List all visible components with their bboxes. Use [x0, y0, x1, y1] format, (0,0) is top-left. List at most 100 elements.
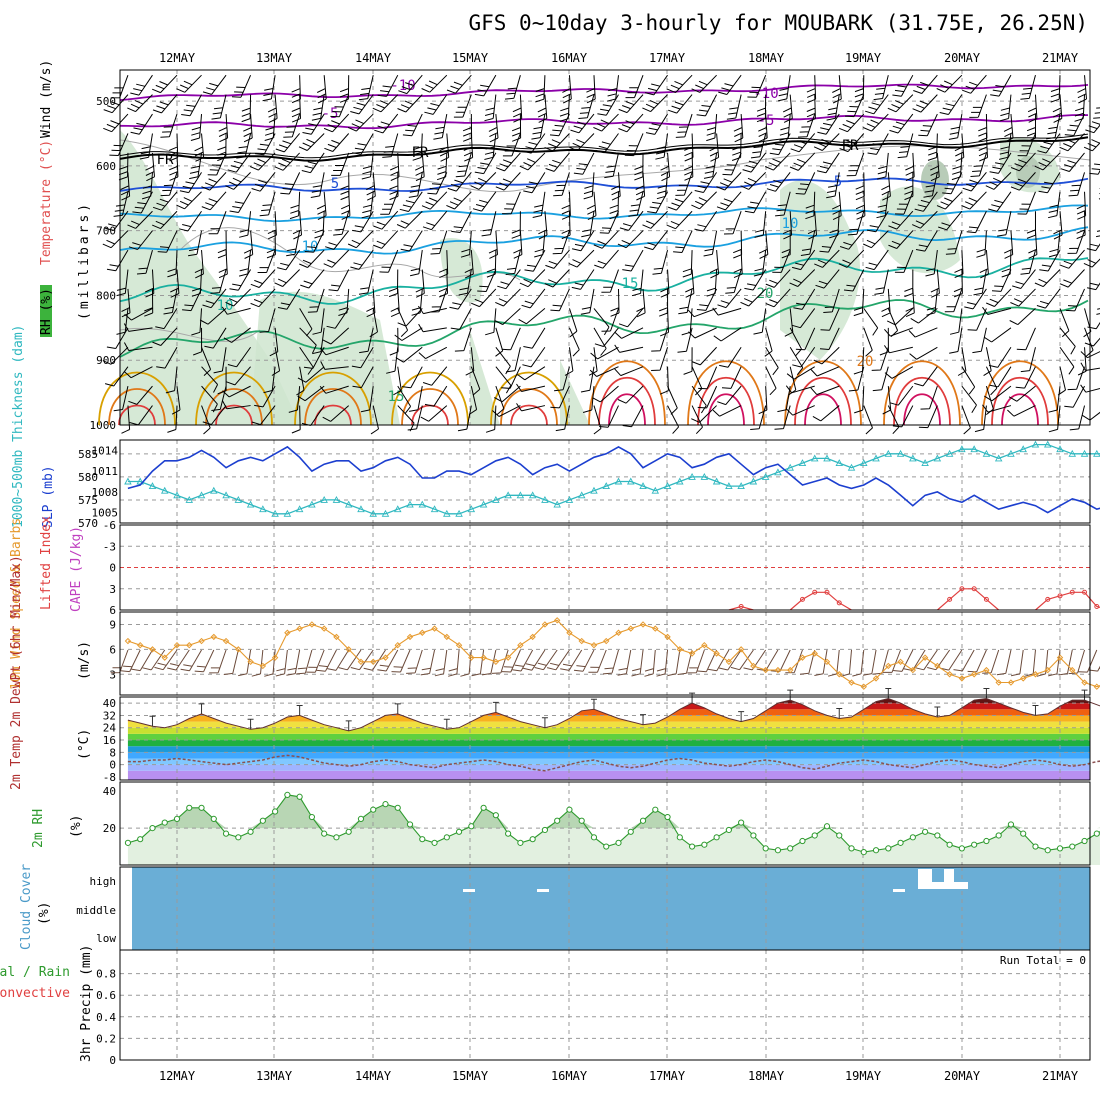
precip-tick-0.4: 0.4 — [96, 1011, 116, 1024]
wind-barb-620 — [945, 230, 963, 255]
wind-barb-367 — [599, 211, 619, 234]
rh-contour-0 — [119, 139, 1091, 193]
thickness-point-56 — [810, 454, 819, 462]
isotherm-arch-3-1 — [401, 388, 459, 426]
wind-barb-392 — [614, 344, 644, 353]
wind-barb-449 — [691, 405, 717, 423]
rh2m-point-14 — [296, 793, 303, 800]
wind-barb-642 — [967, 308, 987, 331]
wind-barb-259 — [451, 210, 472, 233]
rh2m-point-73 — [1020, 830, 1027, 837]
wind-barb-717 — [1067, 366, 1086, 391]
wind-barb-294 — [502, 191, 521, 215]
wind-barb-574 — [882, 386, 892, 415]
wind-barb-323 — [516, 403, 546, 412]
thickness-ylabel: 1000~500mb Thickness (dam) — [11, 325, 26, 529]
wind-barb-728 — [1086, 243, 1100, 252]
wind-barb-328 — [545, 152, 570, 172]
wind-point-23 — [406, 633, 414, 641]
thickness-point-30 — [492, 496, 500, 503]
wind-barb-74 — [218, 114, 229, 143]
isotherm-arch-7-2 — [804, 393, 842, 426]
wind-barb-331 — [561, 211, 571, 240]
wind-barb-521 — [786, 405, 815, 416]
wind-barb-308 — [531, 113, 546, 140]
wind-barb-416 — [675, 113, 693, 138]
wind-barb-475 — [754, 211, 767, 238]
wind-barb-0 — [110, 75, 129, 99]
wind-barb-477 — [753, 250, 767, 277]
wind-barb-170 — [325, 230, 350, 250]
wind-barb-167 — [340, 172, 350, 201]
wind10m-barb-78 — [1068, 649, 1086, 675]
thickness-point-59 — [847, 463, 856, 471]
wind-barb-609 — [914, 366, 938, 387]
wind-barb-599 — [923, 172, 938, 198]
wind-barb-90 — [231, 74, 252, 98]
wind10m-barb-11 — [251, 649, 264, 677]
wind-barb-43 — [152, 210, 178, 230]
wind-barb-42 — [152, 191, 178, 211]
cloud-level-middle: middle — [76, 904, 116, 917]
wind-barb-280 — [477, 269, 497, 292]
rh2m-panel: 40 20 — [103, 781, 1100, 866]
wind-barb-118 — [250, 269, 276, 288]
wind-point-25 — [431, 625, 438, 632]
wind-barb-558 — [873, 75, 889, 101]
wind-barb-414 — [667, 74, 693, 94]
wind-barb-636 — [961, 191, 987, 210]
wind-point-13 — [284, 629, 291, 636]
wind-barb-54 — [176, 74, 202, 93]
cloud-gap-3 — [918, 869, 932, 889]
wind10m-barb-3 — [142, 649, 166, 671]
wind-barb-632 — [978, 114, 988, 142]
wind-barb-535 — [819, 327, 840, 350]
wind-point-0 — [124, 637, 132, 645]
isotherm-freezing — [119, 136, 1089, 162]
wind-barb-678 — [1009, 308, 1036, 326]
wind-barb-96 — [229, 191, 252, 213]
wind-barb-315 — [524, 249, 546, 272]
wind-barb-450 — [718, 74, 742, 95]
wind-barb-625 — [949, 327, 963, 354]
wind-point-70 — [983, 666, 990, 674]
rh2m-point-16 — [321, 830, 328, 837]
wind-barb-371 — [610, 288, 620, 317]
wind-barb-228 — [397, 308, 423, 327]
thickness-point-19 — [357, 505, 365, 513]
wind-barb-557 — [863, 405, 873, 435]
wind-barb-394 — [617, 385, 644, 404]
wind-point-11 — [259, 662, 267, 670]
wind-barb-460 — [725, 269, 742, 294]
wind-barb-59 — [179, 172, 202, 194]
upper-ylabel-temp: Temperature (°C) — [39, 140, 54, 265]
li-point-67 — [947, 596, 953, 602]
wind-barb-614 — [948, 113, 963, 140]
wind-barb-189 — [350, 249, 374, 270]
thickness-point-37 — [577, 491, 586, 499]
wind-point-69 — [970, 671, 978, 678]
wind-barb-561 — [867, 133, 889, 155]
wind-barb-223 — [396, 210, 423, 229]
wind-barb-507 — [790, 133, 816, 153]
wind-barb-375 — [589, 366, 619, 377]
li-point-79 — [1094, 603, 1100, 609]
wind-barb-669 — [1017, 133, 1036, 157]
wind-barb-61 — [179, 210, 202, 232]
rh2m-point-42 — [639, 817, 647, 824]
wind-barb-679 — [1016, 327, 1036, 351]
wind-barb-655 — [997, 211, 1012, 237]
thickness-point-4 — [173, 491, 181, 499]
precip-tick-0.2: 0.2 — [96, 1032, 116, 1045]
wind-barb-405 — [652, 249, 669, 275]
wind-barb-724 — [1089, 163, 1100, 175]
rh2m-point-49 — [725, 826, 732, 834]
thickness-point-2 — [148, 482, 157, 490]
wind-barb-235 — [424, 94, 448, 115]
wind-barb-292 — [495, 152, 521, 172]
thickness-point-20 — [369, 509, 377, 517]
wind-barb-221 — [408, 172, 423, 198]
rh-shade-7 — [560, 360, 590, 425]
rh-contour-2 — [119, 327, 261, 342]
cloud-ylabels: Cloud Cover (%) — [19, 864, 52, 950]
